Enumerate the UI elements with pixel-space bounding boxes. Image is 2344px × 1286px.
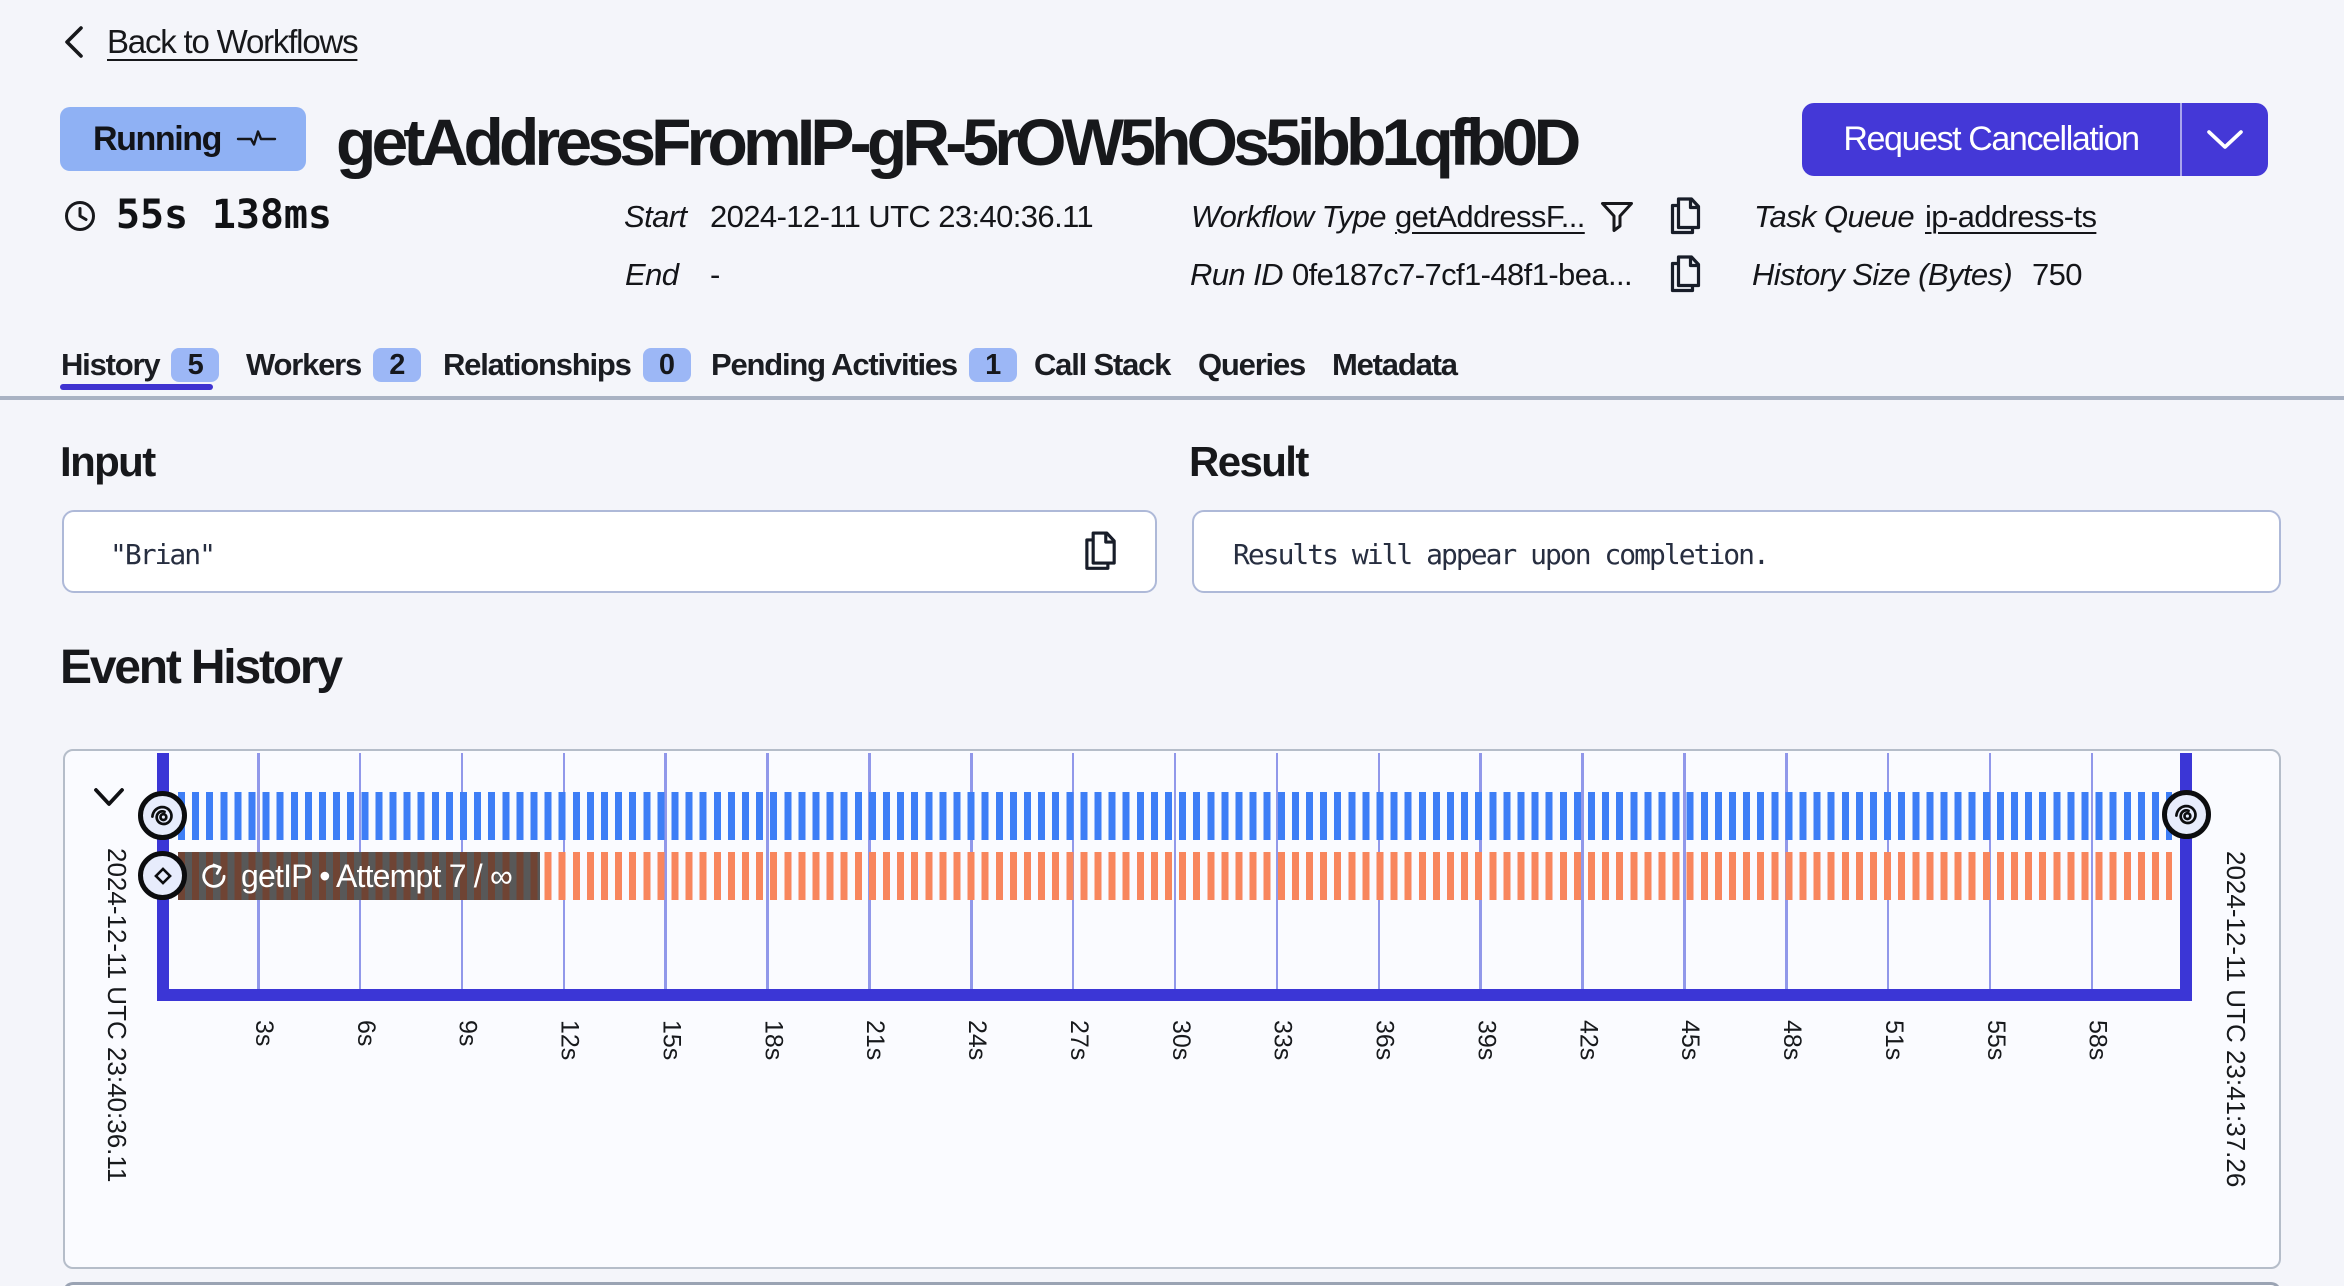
timeline-tick-label: 18s [759,1020,788,1061]
timeline-tick-label: 39s [1472,1020,1501,1061]
tab-label: Queries [1198,347,1306,382]
activity-start-marker[interactable] [138,851,187,900]
tab-relationships[interactable]: Relationships 0 [443,345,691,385]
event-history-timeline: 3s 6s 9s 12s 15s 18s 21s 24s 27s 30s 33s 36s 39s 42s 4… [63,749,2281,1269]
next-section-card-edge [63,1282,2281,1286]
copy-run-id-icon[interactable] [1668,255,1702,295]
input-section-title: Input [60,438,156,485]
task-queue-value-link[interactable]: ip-address-ts [1925,199,2097,234]
tab-label: Call Stack [1034,347,1171,382]
run-id-label: Run ID [1190,257,1283,292]
activity-label-bar[interactable]: getIP • Attempt 7 / ∞ [178,852,540,900]
result-value: Results will appear upon completion. [1233,538,1770,571]
copy-input-icon[interactable] [1082,531,1118,573]
workflow-end-marker[interactable] [2162,790,2211,839]
timeline-axis [157,989,2192,1001]
workflow-duration: 55s 138ms [116,192,332,238]
tab-label: Pending Activities [711,347,958,382]
timeline-tick-label: 51s [1879,1020,1908,1061]
tab-queries[interactable]: Queries [1198,345,1306,385]
timeline-tick-label: 27s [1064,1020,1093,1061]
tab-call-stack[interactable]: Call Stack [1034,345,1171,385]
active-tab-underline [60,384,213,390]
timeline-tick-label: 42s [1574,1020,1603,1061]
tab-count-badge: 1 [968,348,1017,382]
timeline-end-datetime: 2024-12-11 UTC 23:41:37.26 [2221,851,2251,1188]
tab-count-badge: 5 [171,348,220,382]
clock-icon [64,200,96,232]
tab-count-badge: 0 [642,348,691,382]
run-id-value: 0fe187c7-7cf1-48f1-bea... [1292,257,1633,292]
history-size-value: 750 [2032,257,2083,292]
event-history-title: Event History [60,641,343,694]
cancellation-menu-caret[interactable] [2182,103,2268,176]
status-label: Running [93,119,222,158]
input-value: "Brian" [110,538,216,571]
copy-workflow-type-icon[interactable] [1668,197,1702,237]
timeline-tick-label: 55s [1981,1020,2010,1061]
start-label: Start [624,199,687,234]
timeline-tick-label: 15s [657,1020,686,1061]
tab-workers[interactable]: Workers 2 [246,345,422,385]
result-value-box: Results will appear upon completion. [1192,510,2281,593]
timeline-tick-label: 9s [453,1020,482,1047]
timeline-tick-label: 30s [1166,1020,1195,1061]
history-size-label: History Size (Bytes) [1752,257,2013,292]
filter-icon[interactable] [1600,201,1634,233]
timeline-tick-label: 48s [1778,1020,1807,1061]
tab-metadata[interactable]: Metadata [1332,345,1458,385]
timeline-tick-label: 45s [1676,1020,1705,1061]
workflow-start-marker[interactable] [138,791,187,840]
back-to-workflows-link[interactable]: Back to Workflows [63,23,359,60]
tab-label: Workers [246,347,362,382]
end-value: - [710,257,720,292]
tab-label: Relationships [443,347,632,382]
button-divider [2180,103,2182,176]
timeline-tick-label: 3s [250,1020,278,1047]
tab-label: History [61,347,161,382]
start-value: 2024-12-11 UTC 23:40:36.11 [710,199,1094,234]
activity-label: getIP • Attempt 7 / ∞ [241,858,513,894]
tab-history[interactable]: History 5 [61,345,220,385]
request-cancellation-button[interactable]: Request Cancellation [1843,120,2140,158]
result-section-title: Result [1189,438,1309,485]
heartbeat-icon [236,128,278,150]
tab-count-badge: 2 [373,348,422,382]
workflow-title: getAddressFromIP-gR-5rOW5hOs5ibb1qfb0D [336,105,1581,179]
tab-label: Metadata [1332,347,1458,382]
timeline-start-datetime: 2024-12-11 UTC 23:40:36.11 [102,848,132,1183]
back-chevron-icon [63,25,85,59]
tab-pending-activities[interactable]: Pending Activities 1 [711,345,1017,385]
workflow-type-label: Workflow Type [1191,199,1386,234]
task-queue-label: Task Queue [1754,199,1915,234]
timeline-tick-label: 12s [555,1020,584,1061]
input-value-box: "Brian" [62,510,1157,593]
request-cancellation-split-button: Request Cancellation [1802,103,2268,176]
tabs-divider [0,396,2344,400]
timeline-tick-label: 24s [963,1020,992,1061]
workflow-type-value-link[interactable]: getAddressF... [1395,199,1585,234]
timeline-tick-label: 6s [351,1020,380,1047]
workflow-execution-band[interactable] [178,792,2172,840]
timeline-tick-label: 21s [861,1020,890,1061]
status-badge: Running [60,107,306,171]
timeline-tick-label: 36s [1370,1020,1399,1061]
timeline-tick-label: 58s [2083,1020,2112,1061]
timeline-collapse-chevron-icon[interactable] [93,787,125,807]
timeline-tick-label: 33s [1268,1020,1297,1061]
back-link-label: Back to Workflows [107,23,359,60]
end-label: End [625,257,679,292]
retry-icon [200,863,227,890]
